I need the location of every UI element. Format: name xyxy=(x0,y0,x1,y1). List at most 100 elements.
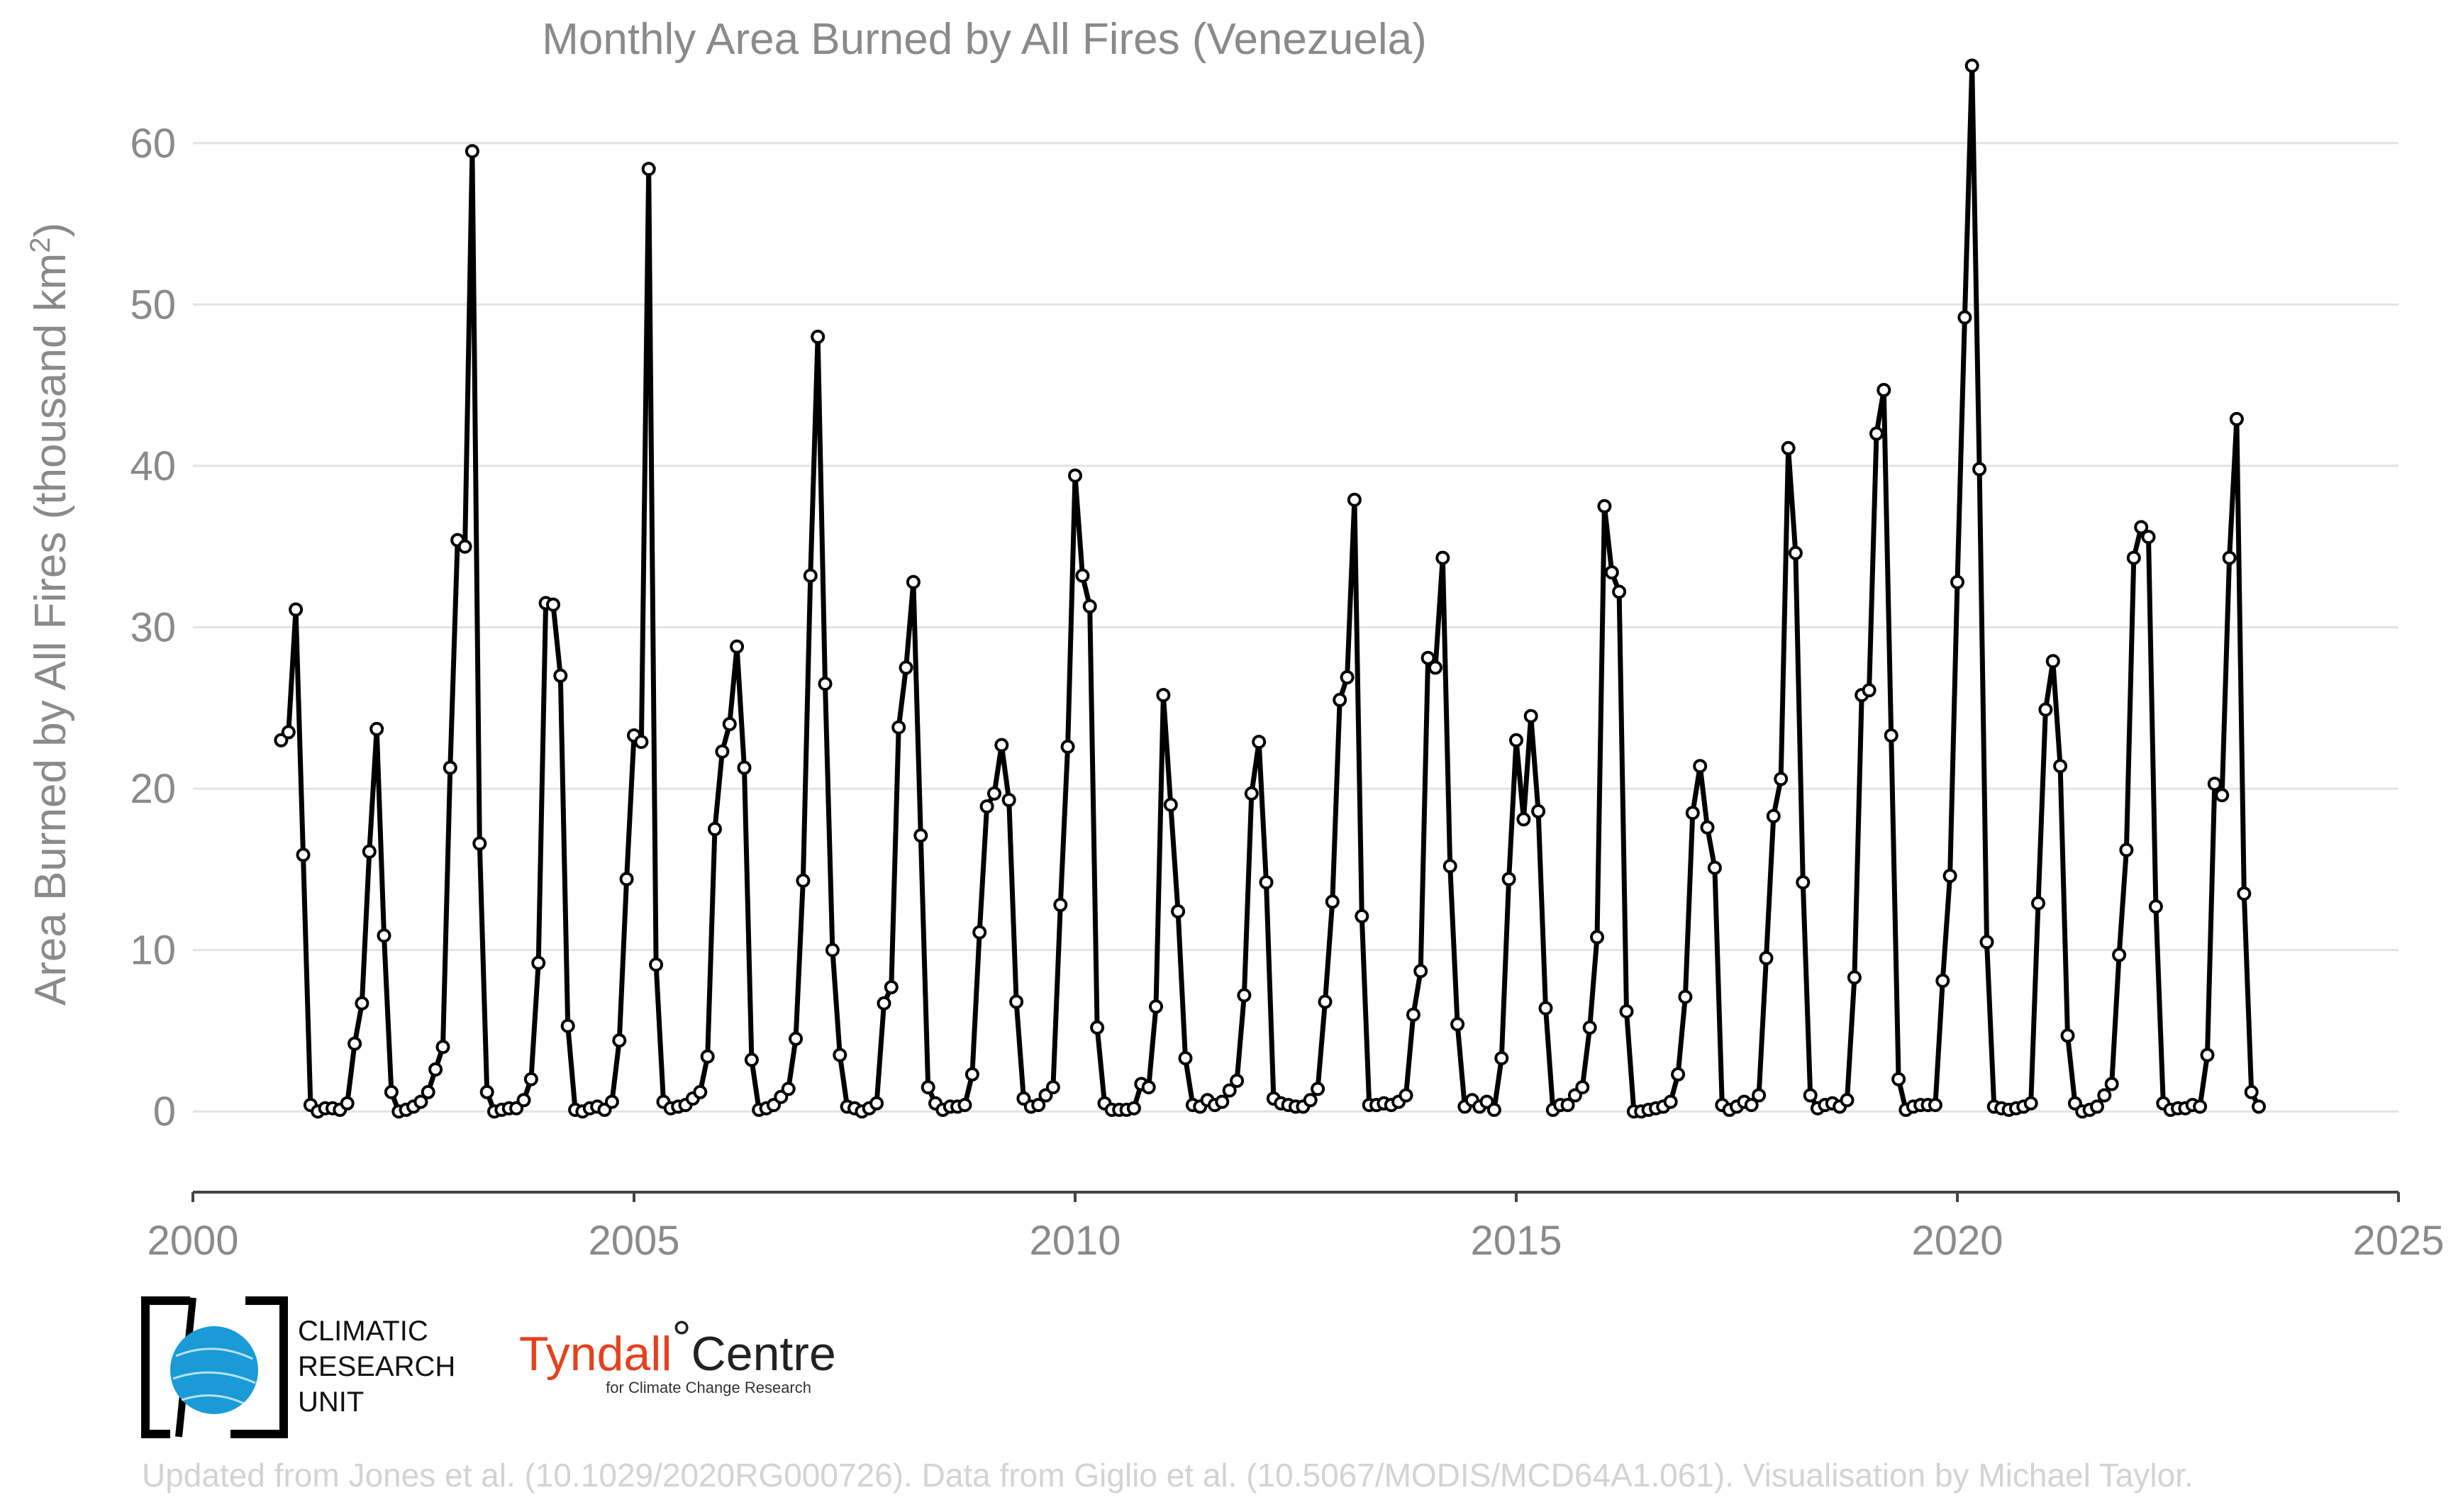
data-point-22 xyxy=(435,1040,450,1055)
data-point-140 xyxy=(1303,1093,1318,1108)
data-point-103 xyxy=(1031,1098,1046,1113)
data-point-73 xyxy=(811,329,825,344)
data-point-183 xyxy=(1619,1004,1634,1019)
data-point-175 xyxy=(1560,1098,1575,1113)
data-point-131 xyxy=(1237,988,1252,1003)
data-point-39 xyxy=(560,1018,575,1033)
data-point-242 xyxy=(2053,759,2068,774)
data-point-28 xyxy=(479,1084,494,1099)
data-point-158 xyxy=(1435,550,1450,565)
data-point-219 xyxy=(1884,728,1898,743)
data-point-15 xyxy=(384,1084,399,1099)
data-point-261 xyxy=(2193,1099,2208,1114)
data-point-26 xyxy=(465,144,479,159)
data-point-166 xyxy=(1494,1051,1509,1066)
data-point-154 xyxy=(1406,1007,1420,1022)
data-point-268 xyxy=(2244,1084,2259,1099)
data-point-143 xyxy=(1325,894,1340,909)
data-point-264 xyxy=(2215,788,2230,803)
data-point-88 xyxy=(921,1080,935,1095)
cru-bracket-left xyxy=(141,1296,190,1438)
x-ticks: 2000 2005 2010 2015 2020 2025 xyxy=(147,1192,2445,1264)
data-point-20 xyxy=(421,1084,435,1099)
data-point-74 xyxy=(818,677,833,691)
data-point-254 xyxy=(2141,530,2156,545)
x-tick-label-2: 2010 xyxy=(1029,1218,1121,1264)
cru-line-2: RESEARCH xyxy=(298,1351,455,1382)
data-point-98 xyxy=(994,738,1009,752)
data-point-238 xyxy=(2023,1096,2038,1111)
data-point-227 xyxy=(1942,869,1957,883)
y-tick-label-1: 10 xyxy=(130,928,176,974)
data-point-121 xyxy=(1163,797,1178,812)
data-point-71 xyxy=(796,873,811,888)
data-point-253 xyxy=(2134,520,2149,535)
y-tick-label-0: 0 xyxy=(153,1089,176,1135)
data-point-25 xyxy=(457,539,472,554)
y-axis-label-close: ) xyxy=(26,223,75,238)
data-point-110 xyxy=(1082,599,1097,613)
data-point-100 xyxy=(1009,994,1024,1009)
data-point-251 xyxy=(2119,843,2134,857)
y-axis-label: Area Burned by All Fires (thousand km2) xyxy=(25,223,75,1006)
data-point-241 xyxy=(2045,654,2060,669)
data-point-105 xyxy=(1045,1080,1060,1095)
data-point-195 xyxy=(1707,860,1722,875)
data-point-119 xyxy=(1149,999,1163,1014)
x-tick-label-1: 2005 xyxy=(588,1218,679,1264)
data-point-202 xyxy=(1759,951,1774,965)
data-point-239 xyxy=(2031,896,2045,911)
x-tick-label-0: 2000 xyxy=(147,1218,238,1264)
data-point-63 xyxy=(737,760,752,775)
data-point-165 xyxy=(1486,1102,1501,1117)
data-point-99 xyxy=(1001,793,1016,807)
data-point-3 xyxy=(296,847,311,862)
data-point-262 xyxy=(2200,1047,2215,1062)
data-point-214 xyxy=(1847,970,1862,985)
data-point-47 xyxy=(619,872,634,886)
data-point-62 xyxy=(730,639,745,654)
data-point-205 xyxy=(1781,440,1796,455)
data-point-191 xyxy=(1678,989,1693,1004)
tyndall-name-dark: Centre xyxy=(691,1327,836,1381)
data-point-97 xyxy=(987,786,1001,801)
chart-title: Monthly Area Burned by All Fires (Venezu… xyxy=(542,15,1427,64)
data-point-248 xyxy=(2097,1088,2112,1103)
data-point-178 xyxy=(1582,1020,1597,1035)
data-point-129 xyxy=(1222,1083,1237,1098)
y-axis-label-main: Area Burned by All Fires (thousand km xyxy=(26,253,75,1006)
cru-globe-lines xyxy=(172,1347,256,1407)
data-point-201 xyxy=(1752,1088,1767,1103)
data-point-206 xyxy=(1788,545,1803,560)
data-point-94 xyxy=(964,1067,979,1082)
data-point-82 xyxy=(877,996,891,1011)
series-area-burned xyxy=(274,58,2266,1119)
data-point-58 xyxy=(700,1049,715,1064)
data-point-72 xyxy=(803,568,818,583)
x-tick-label-4: 2020 xyxy=(1911,1218,2003,1264)
data-point-70 xyxy=(789,1031,804,1046)
data-point-232 xyxy=(1979,935,1994,950)
data-point-130 xyxy=(1230,1074,1245,1088)
y-tick-label-4: 40 xyxy=(130,443,176,489)
data-point-35 xyxy=(531,955,546,970)
data-point-192 xyxy=(1685,806,1700,821)
data-point-2 xyxy=(289,602,304,617)
tyndall-degree: ° xyxy=(672,1311,691,1365)
y-tick-label-3: 30 xyxy=(130,605,176,651)
data-point-116 xyxy=(1126,1101,1141,1116)
data-point-27 xyxy=(472,836,487,851)
data-point-181 xyxy=(1604,565,1619,580)
data-point-14 xyxy=(377,928,391,943)
data-point-220 xyxy=(1891,1072,1906,1086)
data-point-50 xyxy=(641,162,656,177)
data-point-61 xyxy=(722,717,737,731)
data-point-108 xyxy=(1068,468,1082,483)
data-point-263 xyxy=(2207,777,2222,791)
data-point-133 xyxy=(1252,735,1267,750)
data-point-118 xyxy=(1141,1080,1156,1095)
cru-logo: CLIMATIC RESEARCH UNIT xyxy=(141,1296,455,1438)
data-point-84 xyxy=(891,720,906,735)
data-point-59 xyxy=(708,822,722,836)
